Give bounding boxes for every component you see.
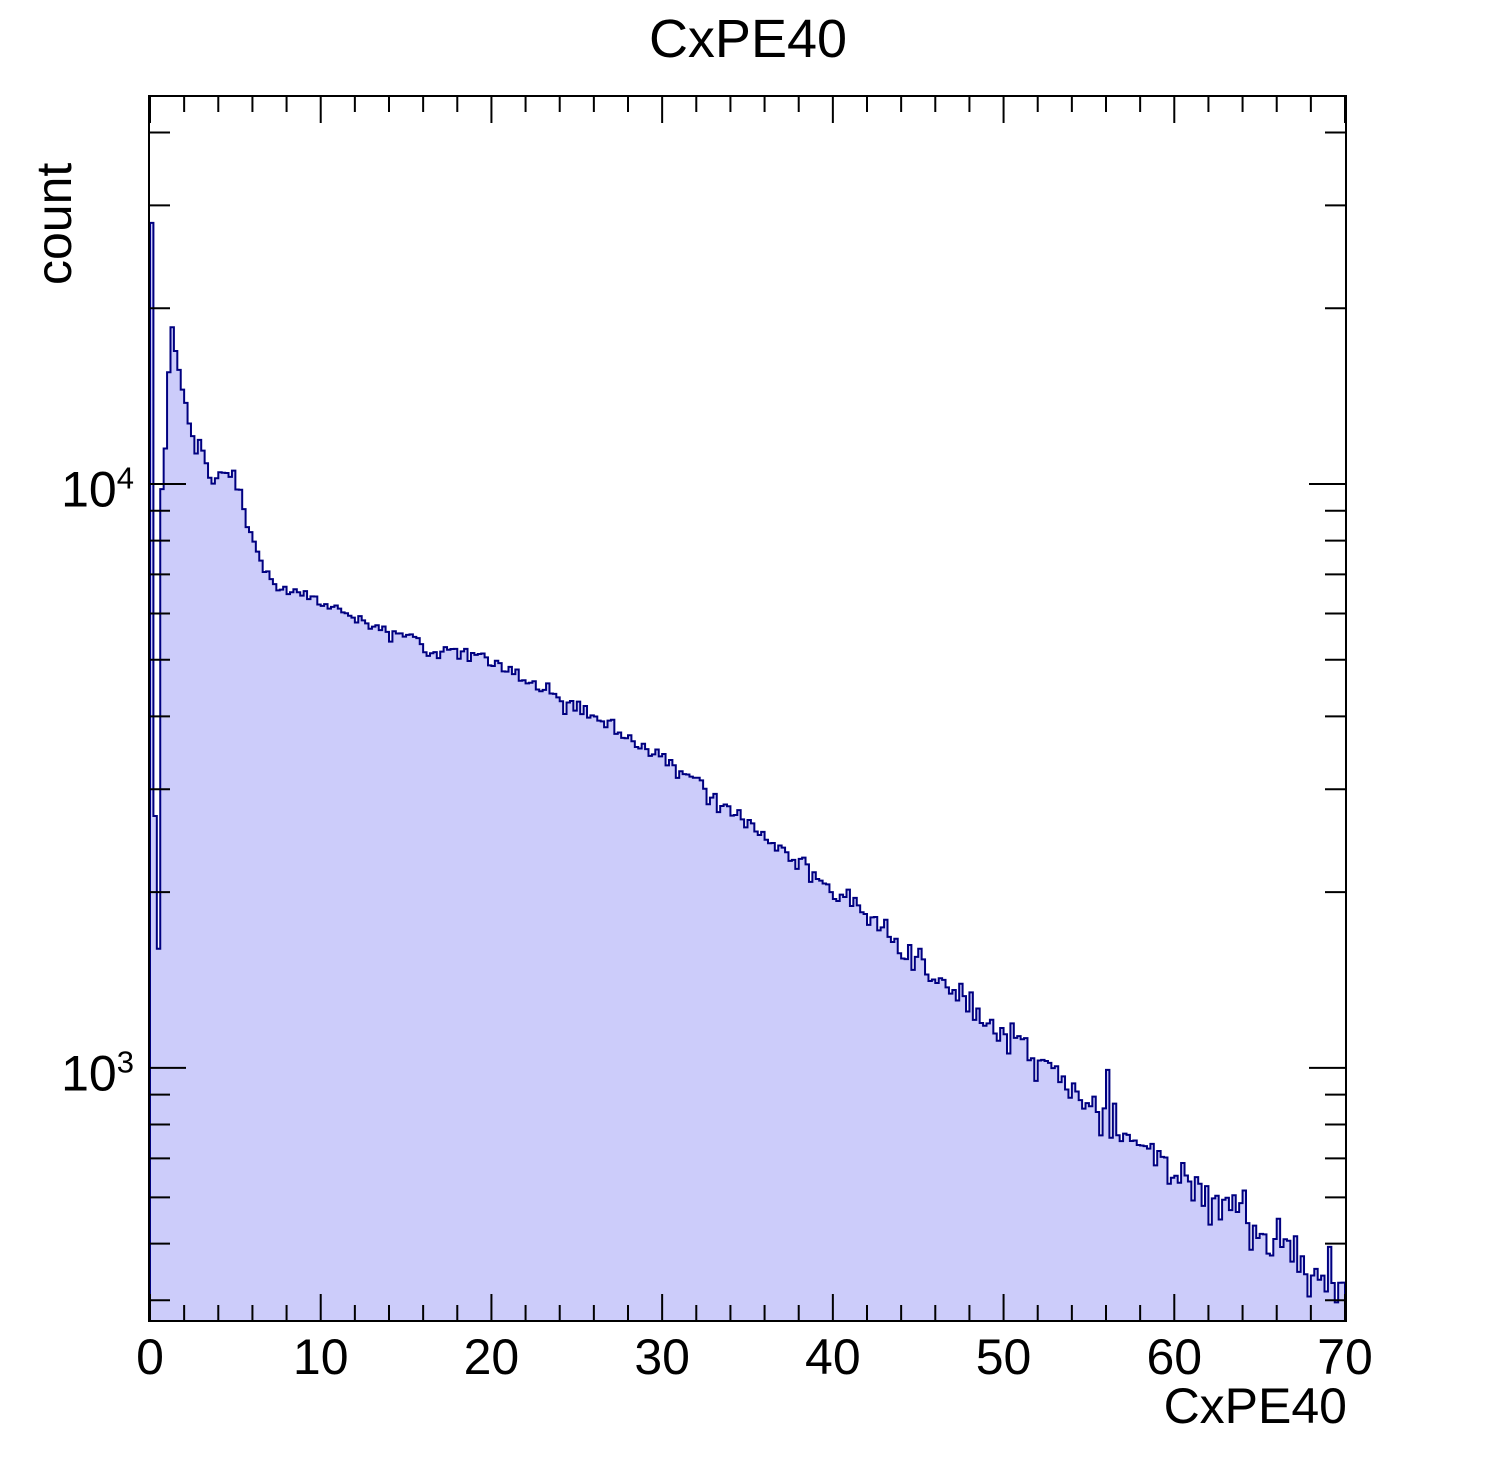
page-title: CxPE40 xyxy=(648,9,848,69)
plot-frame xyxy=(148,95,1347,1322)
x-tick-label: 10 xyxy=(292,1329,349,1385)
y-tick-label: 103 xyxy=(61,1044,134,1102)
x-axis-title: CxPE40 xyxy=(1163,1378,1347,1434)
x-tick-label: 50 xyxy=(975,1329,1032,1385)
x-tick-label: 20 xyxy=(463,1329,520,1385)
histogram-outline xyxy=(150,221,1345,1320)
x-tick-label: 30 xyxy=(634,1329,690,1385)
x-tick-label: 40 xyxy=(805,1329,861,1385)
histogram-canvas xyxy=(150,97,1345,1320)
y-axis-title: count xyxy=(26,162,82,285)
y-axis-ticks xyxy=(150,131,1345,1302)
y-tick-label: 104 xyxy=(61,460,134,518)
x-tick-label: 0 xyxy=(136,1329,164,1385)
x-tick-label: 70 xyxy=(1317,1329,1373,1385)
x-axis-ticks xyxy=(150,97,1345,1320)
x-tick-label: 60 xyxy=(1146,1329,1203,1385)
histogram-fill xyxy=(150,222,1345,1320)
